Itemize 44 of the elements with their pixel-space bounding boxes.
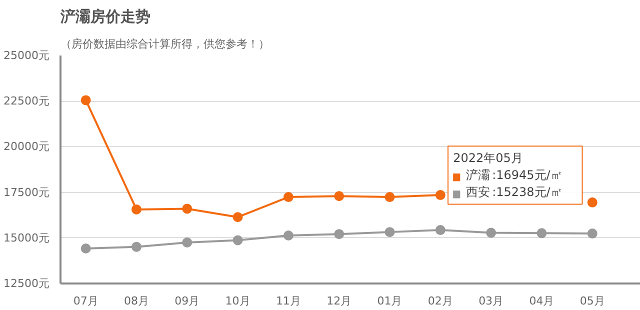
- point: [131, 204, 142, 214]
- point: [80, 95, 91, 106]
- point: [384, 192, 395, 202]
- annotation: 2022年05月: [453, 150, 523, 165]
- point: [131, 242, 142, 252]
- point: [587, 197, 598, 208]
- point: [283, 192, 294, 202]
- legend-label: 西安: [466, 185, 490, 200]
- chart-subtitle: （房价数据由综合计算所得，供您参考！）: [60, 38, 270, 50]
- x-tick-label: 04月: [529, 294, 554, 308]
- x-tick-label: 01月: [377, 294, 402, 308]
- legend-label: 浐灞: [466, 168, 490, 182]
- point: [334, 191, 344, 202]
- point: [283, 230, 294, 241]
- point: [486, 228, 496, 238]
- x-tick-label: 11月: [276, 294, 301, 308]
- y-tick-label: 15000元: [4, 231, 50, 244]
- point: [384, 227, 395, 238]
- point: [435, 225, 446, 236]
- annotation: :15238元/㎡: [492, 185, 562, 200]
- point: [587, 228, 598, 239]
- x-tick-label: 08月: [124, 294, 149, 308]
- point: [334, 229, 344, 240]
- y-tick-label: 22500元: [4, 94, 50, 108]
- x-tick-label: 05月: [580, 294, 605, 308]
- point: [536, 228, 547, 238]
- x-tick-label: 07月: [73, 294, 98, 308]
- point: [182, 204, 192, 214]
- x-tick-label: 02月: [428, 294, 453, 308]
- point: [232, 212, 243, 222]
- point: [232, 235, 243, 246]
- chart-title: 浐灞房价走势: [60, 8, 150, 26]
- y-tick-label: 20000元: [4, 140, 50, 154]
- x-tick-label: 12月: [326, 294, 352, 308]
- x-tick-label: 09月: [174, 294, 200, 308]
- x-tick-label: 10月: [225, 294, 250, 308]
- point: [182, 237, 192, 248]
- y-tick-label: 25000元: [4, 49, 50, 62]
- x-tick-label: 03月: [478, 294, 504, 308]
- point: [80, 243, 91, 254]
- annotation: :16945元/㎡: [492, 168, 562, 182]
- point: [435, 190, 446, 200]
- y-tick-label: 12500元: [4, 277, 50, 290]
- y-tick-label: 17500元: [4, 186, 50, 199]
